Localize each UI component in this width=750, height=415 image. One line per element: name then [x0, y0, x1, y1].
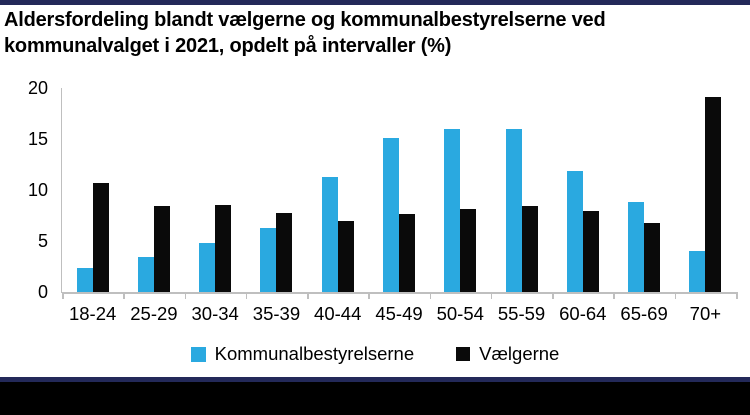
y-axis-labels: 0 5 10 15 20	[0, 79, 48, 301]
top-accent-bar	[0, 0, 750, 5]
bar-v-lgerne-25-29	[153, 206, 170, 292]
bar-kommunalbestyrelserne-70plus	[689, 251, 706, 292]
x-axis-tick	[674, 292, 677, 299]
x-tick-label: 70+	[689, 303, 722, 324]
x-tick-label: 55-59	[497, 303, 546, 324]
bar-kommunalbestyrelserne-55-59	[505, 128, 522, 292]
x-tick-label: 60-64	[559, 303, 607, 324]
x-axis-tick	[736, 292, 738, 299]
bar-kommunalbestyrelserne-18-24	[76, 267, 93, 292]
x-axis-labels: 18-24 25-29 30-34 35-39 40-44 45-49 50-54 55-59…	[62, 303, 736, 327]
bar-kommunalbestyrelserne-40-44	[321, 176, 338, 292]
x-axis-tick	[307, 292, 309, 299]
legend-item-kommunalbestyrelserne: Kommunalbestyrelserne	[190, 343, 415, 365]
x-axis-tick	[490, 292, 493, 299]
bar-kommunalbestyrelserne-35-39	[260, 227, 277, 292]
legend-swatch-black-icon	[456, 347, 471, 361]
x-tick-label: 45-49	[375, 303, 423, 324]
footer-bar	[0, 382, 750, 415]
legend-label-kommunalbestyrelserne: Kommunalbestyrelserne	[214, 343, 415, 364]
plot-area	[62, 88, 736, 292]
x-axis-tick	[62, 292, 64, 299]
bar-v-lgerne-30-34	[215, 205, 232, 292]
x-tick-label: 30-34	[191, 303, 239, 324]
x-axis-tick	[368, 292, 370, 299]
x-axis-tick	[613, 292, 615, 299]
x-tick-label: 25-29	[130, 303, 178, 324]
y-tick-label: 0	[37, 282, 48, 302]
legend: Kommunalbestyrelserne Vælgerne	[0, 340, 750, 368]
y-tick-label: 5	[37, 231, 48, 251]
bar-v-lgerne-40-44	[337, 220, 354, 292]
bar-v-lgerne-45-49	[399, 214, 415, 292]
bar-v-lgerne-55-59	[521, 206, 538, 292]
chart-title: Aldersfordeling blandt vælgerne og kommu…	[4, 9, 606, 57]
x-axis-tick	[429, 292, 432, 299]
bar-v-lgerne-35-39	[276, 213, 293, 292]
bar-v-lgerne-65-69	[644, 222, 661, 292]
x-axis-tick	[123, 292, 125, 299]
bar-kommunalbestyrelserne-60-64	[566, 170, 583, 292]
bar-v-lgerne-60-64	[582, 211, 599, 292]
bar-v-lgerne-50-54	[460, 209, 477, 292]
x-axis-line	[62, 292, 737, 294]
bar-kommunalbestyrelserne-65-69	[628, 202, 645, 292]
x-tick-label: 40-44	[314, 303, 362, 324]
bar-kommunalbestyrelserne-25-29	[137, 257, 154, 292]
bottom-accent-line	[0, 377, 750, 382]
x-axis-tick	[184, 292, 187, 299]
y-axis-line	[61, 88, 62, 293]
x-tick-label: 35-39	[252, 303, 301, 324]
x-axis-tick	[552, 292, 554, 299]
legend-item-vaelgerne: Vælgerne	[456, 343, 559, 365]
x-axis-tick	[245, 292, 248, 299]
y-tick-label: 20	[27, 78, 48, 98]
bar-v-lgerne-70plus	[705, 97, 722, 292]
bar-kommunalbestyrelserne-50-54	[444, 128, 461, 292]
x-tick-label: 18-24	[68, 303, 117, 324]
bar-v-lgerne-18-24	[92, 182, 109, 292]
x-tick-label: 65-69	[620, 303, 668, 324]
bar-kommunalbestyrelserne-30-34	[199, 243, 216, 292]
legend-swatch-blue-icon	[190, 346, 206, 362]
y-tick-label: 10	[27, 180, 48, 200]
x-tick-label: 50-54	[436, 303, 484, 324]
x-axis	[62, 292, 738, 299]
legend-label-vaelgerne: Vælgerne	[479, 343, 560, 364]
bar-kommunalbestyrelserne-45-49	[383, 137, 399, 292]
y-tick-label: 15	[27, 129, 48, 149]
